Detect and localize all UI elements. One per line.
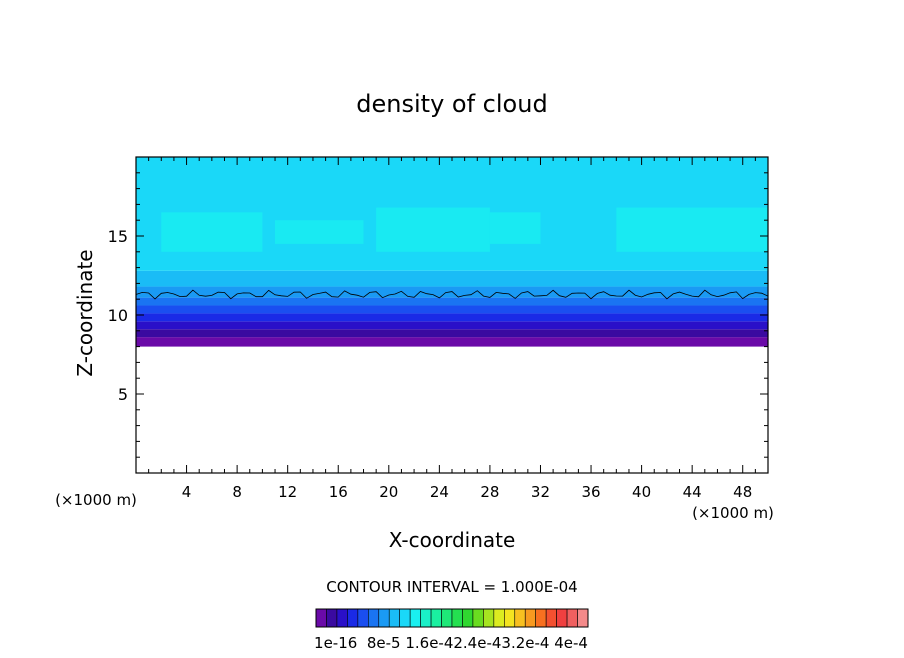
cloud-patch-4 <box>616 207 768 252</box>
contour-interval-text: CONTOUR INTERVAL = 1.000E-04 <box>326 578 577 596</box>
colorbar-swatch <box>577 608 589 628</box>
x-axis-unit-right: (×1000 m) <box>692 504 774 522</box>
colorbar-swatch <box>399 608 411 628</box>
colorbar-swatch <box>514 608 526 628</box>
colorbar-swatch <box>441 608 453 628</box>
y-tick-label: 10 <box>108 306 128 325</box>
colorbar <box>315 608 589 628</box>
cloud-band-0 <box>136 337 768 347</box>
chart-title: density of cloud <box>356 90 547 118</box>
colorbar-swatch <box>357 608 369 628</box>
colorbar-frame <box>315 608 589 628</box>
colorbar-swatch <box>420 608 432 628</box>
colorbar-swatch <box>388 608 400 628</box>
cloud-patch-2 <box>376 207 490 252</box>
cloud-patch-1 <box>275 220 364 244</box>
colorbar-swatch <box>347 608 359 628</box>
cloud-band-3 <box>136 313 768 322</box>
colorbar-swatch <box>504 608 516 628</box>
colorbar-swatch <box>378 608 390 628</box>
x-tick-label: 28 <box>480 483 499 501</box>
colorbar-swatch <box>315 608 327 628</box>
y-tick-label: 5 <box>118 385 128 404</box>
cloud-band-4 <box>136 305 768 314</box>
x-tick-label: 16 <box>329 483 348 501</box>
x-tick-label: 36 <box>581 483 600 501</box>
x-tick-label: 32 <box>531 483 550 501</box>
colorbar-swatch <box>566 608 578 628</box>
colorbar-swatch <box>430 608 442 628</box>
colorbar-swatch <box>524 608 536 628</box>
y-tick-label: 15 <box>108 227 128 246</box>
x-tick-label: 44 <box>683 483 702 501</box>
x-tick-label: 40 <box>632 483 651 501</box>
colorbar-swatch <box>368 608 380 628</box>
x-tick-label: 4 <box>182 483 192 501</box>
colorbar-labels: 1e-16 8e-5 1.6e-42.4e-43.2e-4 4e-4 <box>314 634 588 652</box>
x-axis-label: X-coordinate <box>389 528 516 552</box>
x-tick-label: 12 <box>278 483 297 501</box>
cloud-patch-3 <box>489 212 541 244</box>
colorbar-swatch <box>472 608 484 628</box>
colorbar-swatch <box>545 608 557 628</box>
colorbar-swatch <box>483 608 495 628</box>
colorbar-swatch <box>535 608 547 628</box>
x-tick-label: 8 <box>232 483 242 501</box>
colorbar-swatch <box>462 608 474 628</box>
x-tick-label: 48 <box>733 483 752 501</box>
y-axis-label: Z-coordinate <box>73 249 97 376</box>
colorbar-swatch <box>326 608 338 628</box>
cloud-band-1 <box>136 329 768 338</box>
colorbar-swatch <box>556 608 568 628</box>
colorbar-swatch <box>409 608 421 628</box>
cloud-patch-0 <box>161 212 263 252</box>
cloud-band-2 <box>136 321 768 330</box>
colorbar-swatch <box>451 608 463 628</box>
cloud-band-7 <box>136 270 768 287</box>
cloud-band-5 <box>136 297 768 306</box>
contour-line <box>135 289 769 300</box>
colorbar-swatch <box>493 608 505 628</box>
x-axis-unit-left: (×1000 m) <box>55 491 137 509</box>
colorbar-swatch <box>336 608 348 628</box>
x-tick-label: 20 <box>379 483 398 501</box>
x-tick-label: 24 <box>430 483 449 501</box>
